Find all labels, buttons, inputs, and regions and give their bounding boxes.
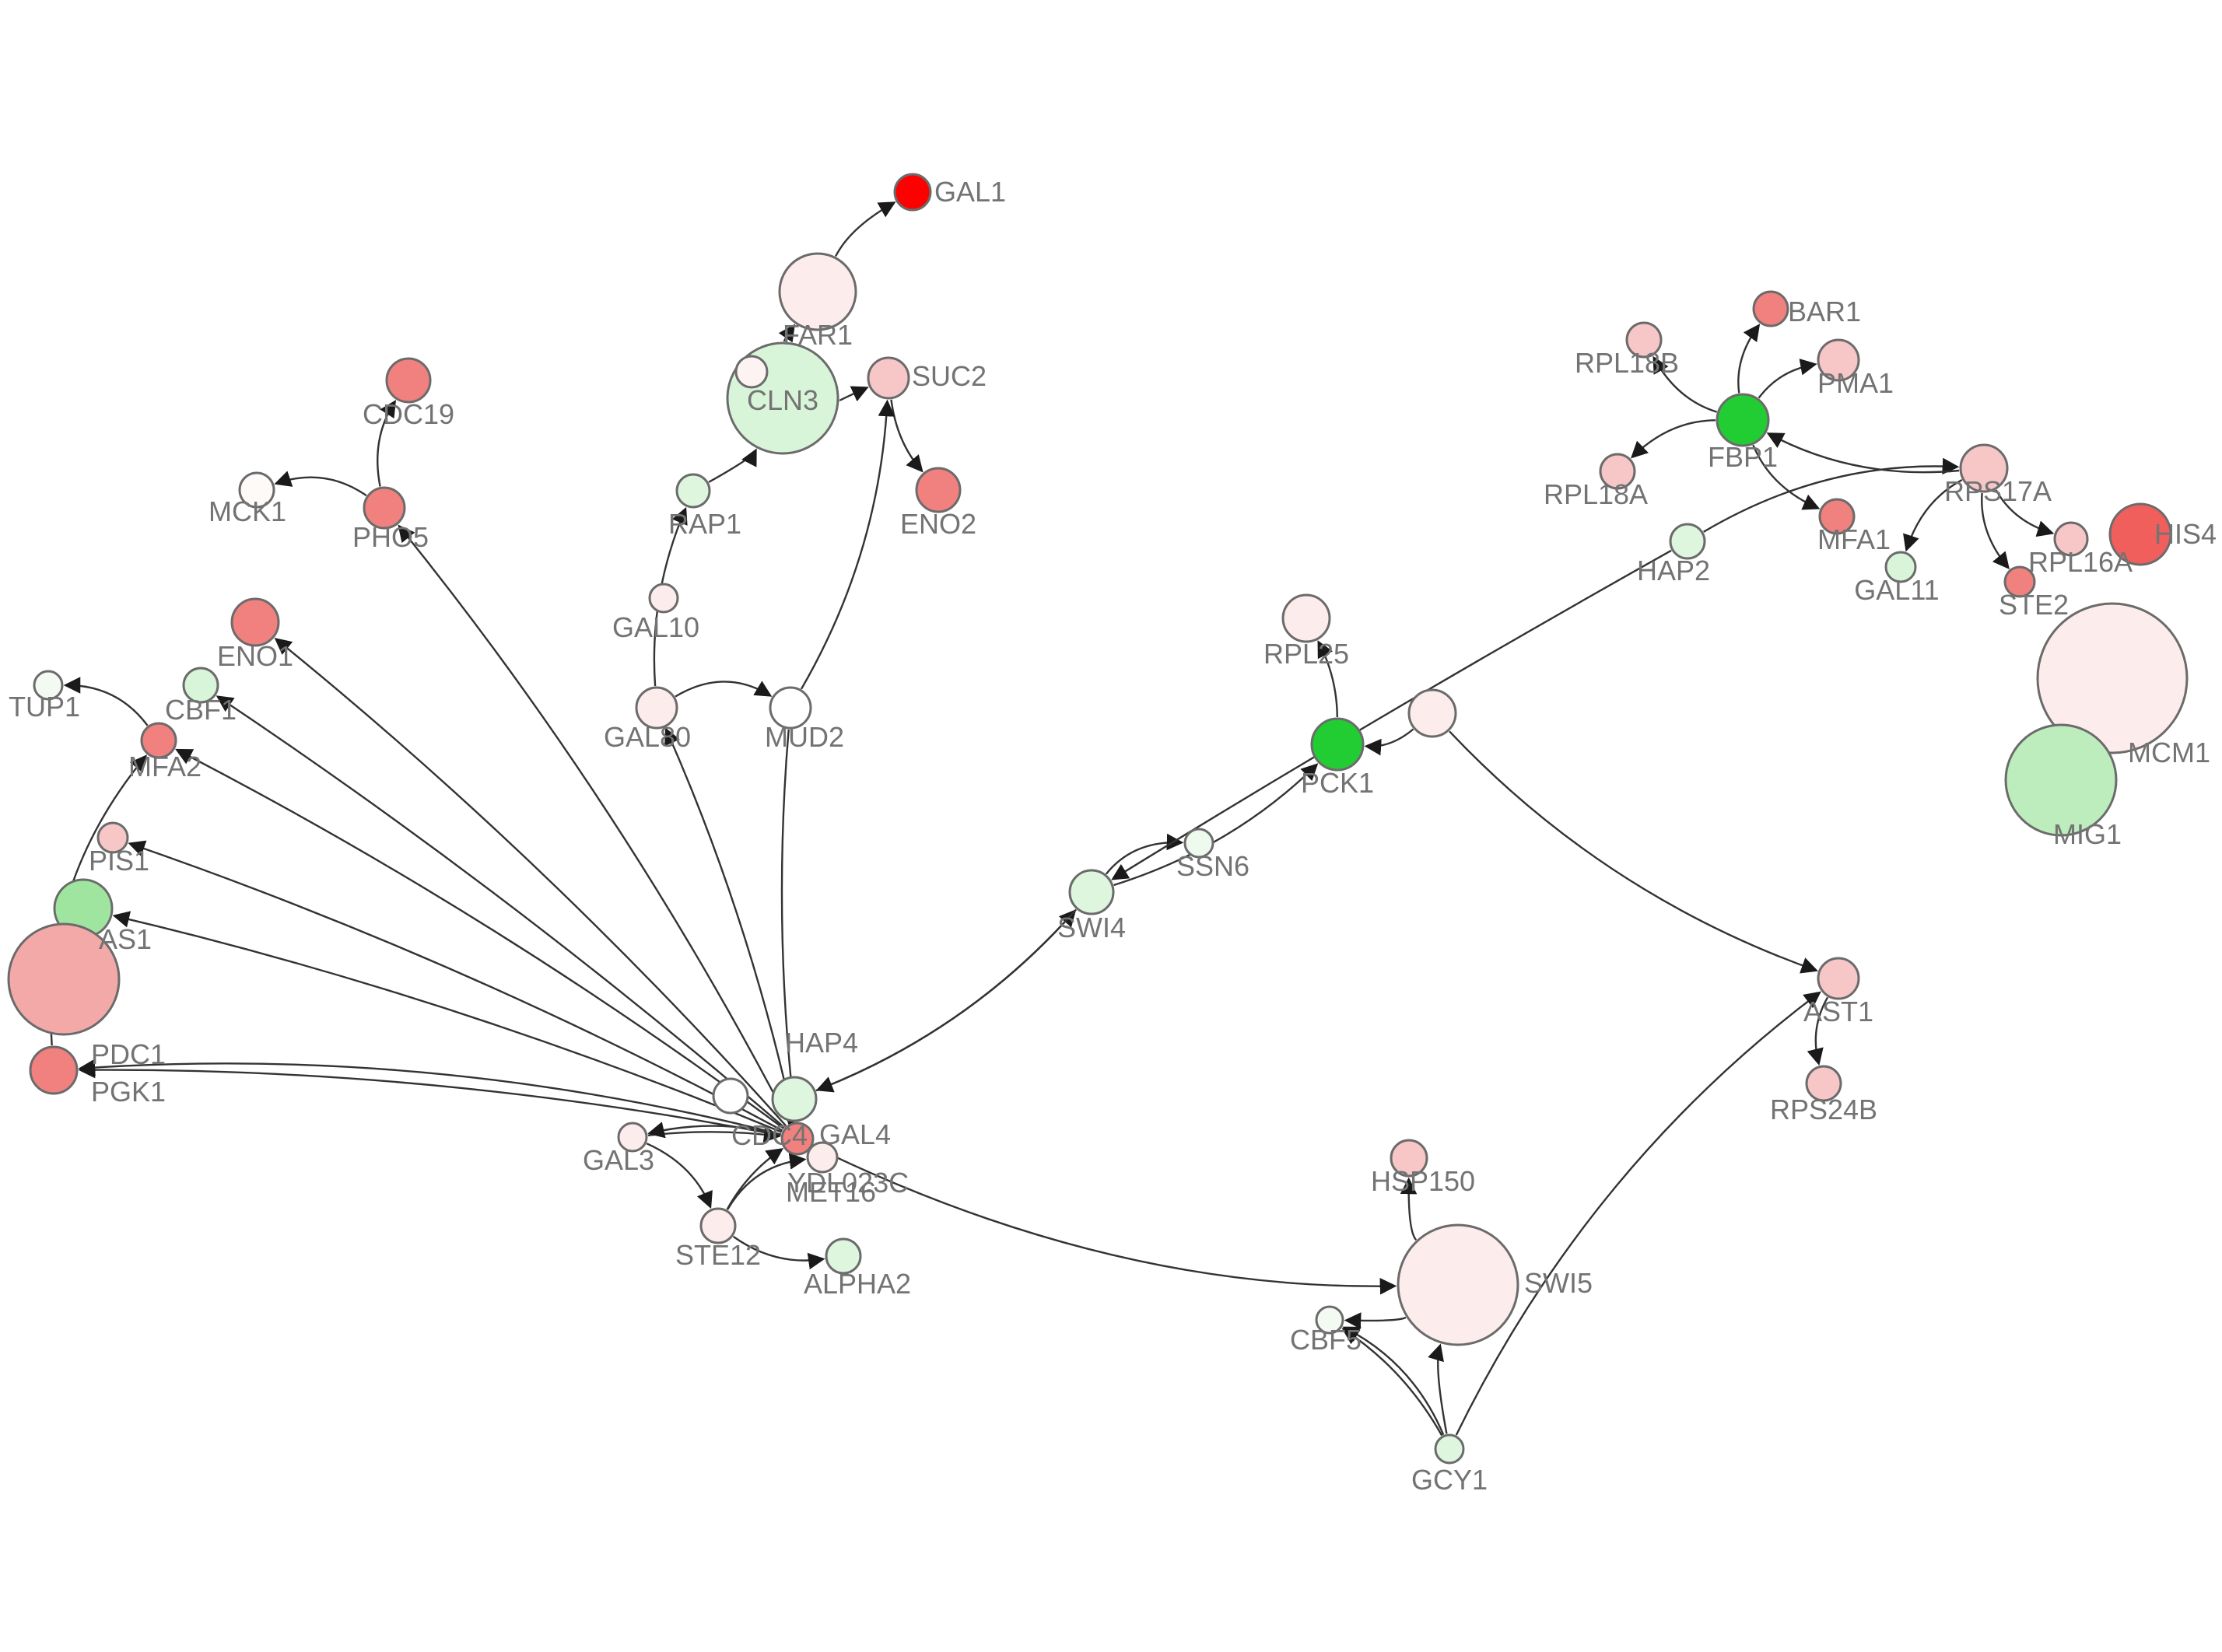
svg-text:AST1: AST1	[1803, 996, 1873, 1027]
svg-text:GAL80: GAL80	[604, 721, 691, 753]
svg-text:HAP2: HAP2	[1637, 555, 1710, 586]
svg-text:PGK1: PGK1	[91, 1076, 166, 1108]
svg-text:STE12: STE12	[675, 1239, 761, 1271]
svg-text:GAL10: GAL10	[612, 611, 699, 643]
svg-text:RPL18A: RPL18A	[1544, 478, 1648, 510]
svg-text:PDC1: PDC1	[91, 1038, 166, 1070]
svg-text:AS1: AS1	[99, 923, 152, 955]
svg-text:MET16: MET16	[786, 1176, 876, 1208]
svg-text:MFA1: MFA1	[1817, 523, 1891, 555]
svg-text:ENO2: ENO2	[900, 508, 976, 540]
svg-text:FBP1: FBP1	[1708, 441, 1778, 473]
svg-text:PCK1: PCK1	[1301, 767, 1374, 799]
svg-text:TUP1: TUP1	[9, 691, 80, 723]
svg-text:GCY1: GCY1	[1411, 1464, 1488, 1496]
svg-text:FAR1: FAR1	[783, 319, 853, 351]
svg-text:PIS1: PIS1	[89, 845, 149, 877]
svg-text:HAP4: HAP4	[785, 1027, 858, 1059]
svg-text:CBF5: CBF5	[1290, 1324, 1362, 1356]
svg-text:RPL16A: RPL16A	[2028, 546, 2133, 578]
svg-text:SUC2: SUC2	[912, 360, 987, 392]
svg-text:RAP1: RAP1	[668, 508, 741, 540]
svg-text:CDC4: CDC4	[731, 1119, 808, 1151]
svg-text:SWI4: SWI4	[1057, 912, 1126, 943]
svg-text:STE2: STE2	[1999, 589, 2069, 621]
svg-text:SWI5: SWI5	[1524, 1267, 1593, 1299]
svg-text:CDC19: CDC19	[363, 398, 454, 430]
svg-text:PHO5: PHO5	[352, 521, 429, 553]
svg-text:RPL25: RPL25	[1263, 638, 1349, 670]
svg-text:GAL3: GAL3	[583, 1144, 654, 1176]
svg-text:SSN6: SSN6	[1176, 850, 1249, 882]
svg-text:RPL18B: RPL18B	[1575, 347, 1679, 379]
svg-text:GAL1: GAL1	[934, 176, 1006, 208]
svg-text:RPS24B: RPS24B	[1770, 1094, 1877, 1125]
svg-text:MUD2: MUD2	[765, 721, 844, 753]
svg-text:CLN3: CLN3	[747, 384, 818, 416]
svg-text:MCK1: MCK1	[209, 495, 286, 527]
svg-text:CBF1: CBF1	[165, 694, 237, 726]
svg-text:MFA2: MFA2	[128, 751, 202, 782]
svg-text:RPS17A: RPS17A	[1944, 475, 2052, 507]
svg-text:GAL4: GAL4	[819, 1118, 891, 1150]
svg-text:MCM1: MCM1	[2128, 737, 2210, 768]
svg-text:PMA1: PMA1	[1817, 367, 1894, 399]
svg-text:MIG1: MIG1	[2053, 818, 2122, 850]
svg-text:ENO1: ENO1	[217, 640, 293, 672]
svg-text:GAL11: GAL11	[1854, 574, 1939, 606]
svg-text:HIS4: HIS4	[2154, 518, 2217, 550]
svg-text:ALPHA2: ALPHA2	[804, 1268, 911, 1300]
svg-text:HSP150: HSP150	[1371, 1165, 1475, 1197]
svg-text:BAR1: BAR1	[1788, 296, 1861, 327]
